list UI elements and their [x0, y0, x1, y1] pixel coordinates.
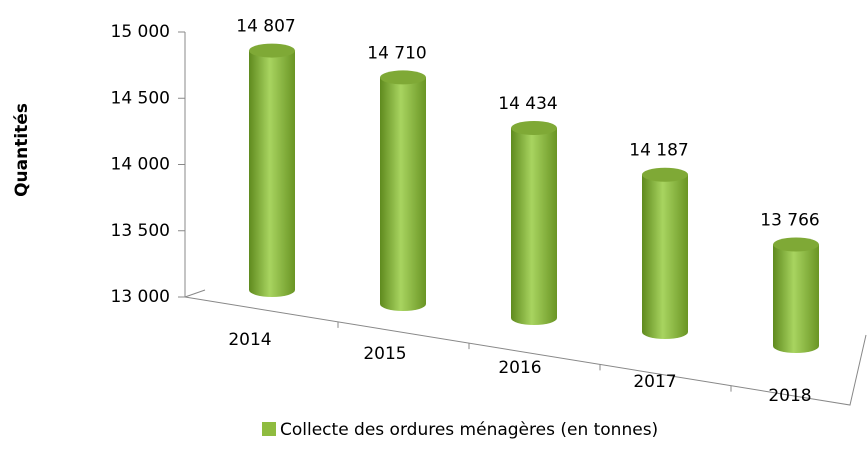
bar — [773, 244, 819, 353]
x-tick-label: 2015 — [363, 344, 406, 364]
y-tick-label: 13 500 — [111, 221, 170, 241]
x-tick-label: 2017 — [633, 372, 676, 392]
y-tick-label: 14 500 — [111, 88, 170, 108]
value-label: 14 434 — [498, 94, 557, 114]
value-label: 14 807 — [236, 17, 295, 37]
bar-top — [773, 237, 819, 252]
y-tick-label: 14 000 — [111, 155, 170, 175]
y-tick-label: 13 000 — [111, 287, 170, 307]
legend-swatch — [262, 422, 276, 436]
bar — [642, 174, 688, 339]
bar-top — [642, 167, 688, 182]
x-tick-label: 2014 — [228, 330, 271, 350]
y-axis-label: Quantités — [12, 103, 32, 197]
bar-top — [380, 70, 426, 85]
y-tick-label: 15 000 — [111, 22, 170, 42]
legend-label: Collecte des ordures ménagères (en tonne… — [280, 420, 658, 440]
value-label: 14 187 — [629, 141, 688, 161]
bar — [380, 77, 426, 311]
x-tick-label: 2016 — [498, 358, 541, 378]
bar — [249, 50, 295, 298]
x-tick-label: 2018 — [768, 386, 811, 406]
floor — [184, 296, 867, 406]
bar-top — [511, 120, 557, 135]
bar-top — [249, 43, 295, 58]
floor-edge — [184, 289, 206, 298]
bar — [511, 127, 557, 326]
value-label: 14 710 — [367, 43, 426, 63]
value-label: 13 766 — [760, 211, 819, 231]
